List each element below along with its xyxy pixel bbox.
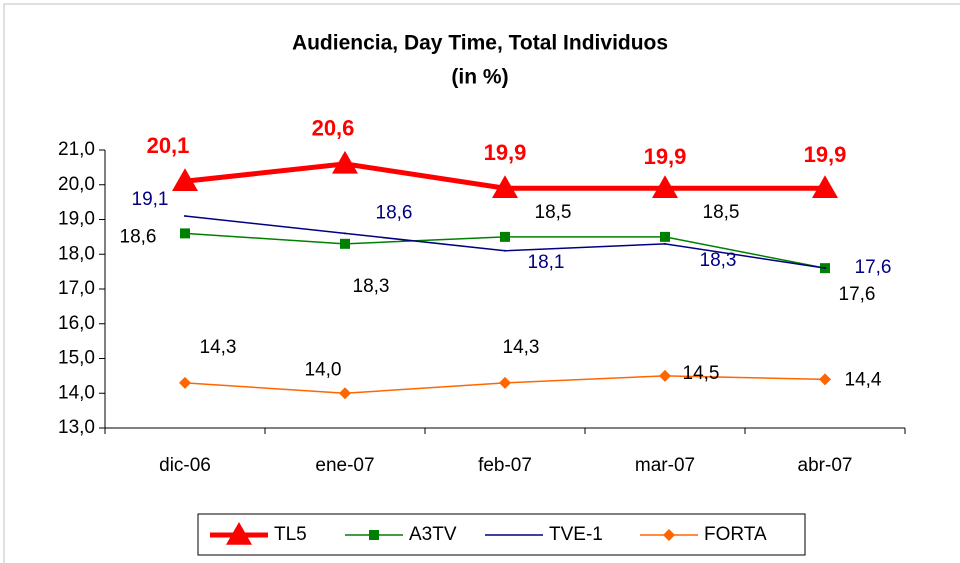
data-label: 18,3 (353, 276, 390, 297)
data-point (180, 228, 190, 239)
data-point (492, 175, 518, 198)
data-point (660, 231, 670, 242)
legend-label: TVE-1 (549, 524, 603, 545)
y-tick-label: 18,0 (58, 243, 95, 264)
y-tick-label: 15,0 (58, 348, 95, 369)
data-label: 20,6 (312, 116, 355, 141)
y-tick-label: 13,0 (58, 417, 95, 438)
data-point (339, 387, 351, 400)
x-tick-label: dic-06 (159, 455, 211, 476)
data-label: 14,0 (305, 359, 342, 380)
data-point (664, 242, 666, 245)
data-point (504, 249, 506, 252)
data-point (659, 369, 671, 382)
legend-marker (226, 522, 252, 545)
data-label: 19,9 (484, 140, 527, 165)
data-label: 18,1 (528, 252, 565, 273)
legend-label: FORTA (704, 524, 767, 545)
chart-subtitle: (in %) (451, 66, 508, 89)
data-label: 14,3 (200, 337, 237, 358)
data-point (812, 175, 838, 198)
data-label: 17,6 (855, 257, 892, 278)
y-tick-label: 21,0 (58, 139, 95, 160)
chart-title: Audiencia, Day Time, Total Individuos (292, 32, 668, 55)
data-label: 14,3 (503, 337, 540, 358)
x-tick-label: abr-07 (798, 455, 853, 476)
data-label: 19,9 (644, 144, 687, 169)
data-point (819, 373, 831, 386)
data-label: 18,5 (535, 202, 572, 223)
data-point (824, 267, 826, 270)
chart-border (3, 3, 960, 563)
data-label: 14,5 (683, 363, 720, 384)
y-tick-label: 20,0 (58, 174, 95, 195)
x-tick-label: mar-07 (635, 455, 695, 476)
data-point (652, 175, 678, 198)
y-tick-label: 17,0 (58, 278, 95, 299)
data-label: 17,6 (839, 284, 876, 305)
data-point (499, 376, 511, 389)
y-tick-label: 16,0 (58, 313, 95, 334)
data-point (332, 150, 358, 174)
legend-label: A3TV (409, 524, 457, 545)
data-point (344, 232, 346, 235)
data-point (500, 231, 510, 242)
x-tick-label: ene-07 (315, 455, 374, 476)
data-point (179, 376, 191, 389)
data-label: 18,5 (703, 202, 740, 223)
legend-marker (663, 529, 675, 541)
data-point (184, 215, 186, 218)
y-tick-label: 19,0 (58, 209, 95, 230)
data-point (172, 168, 198, 192)
data-label: 18,3 (700, 250, 737, 271)
data-label: 19,9 (804, 142, 847, 167)
y-tick-label: 14,0 (58, 382, 95, 403)
data-label: 20,1 (147, 133, 190, 158)
data-label: 19,1 (132, 189, 169, 210)
legend-label: TL5 (274, 524, 307, 545)
data-point (340, 238, 350, 249)
data-label: 18,6 (376, 202, 413, 223)
data-label: 14,4 (845, 369, 882, 390)
x-tick-label: feb-07 (478, 455, 532, 476)
legend-marker (369, 530, 379, 540)
data-label: 18,6 (120, 226, 157, 247)
